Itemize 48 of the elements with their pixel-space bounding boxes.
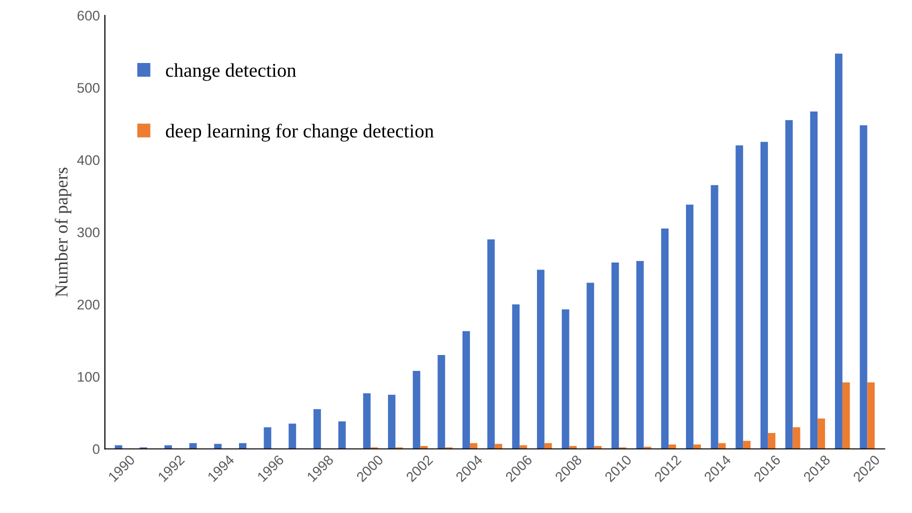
bar <box>867 382 875 449</box>
bar <box>438 354 446 449</box>
bar <box>693 444 701 449</box>
bar <box>412 370 420 449</box>
y-tick-label: 300 <box>77 227 100 238</box>
bar <box>363 393 371 449</box>
bar <box>818 418 826 449</box>
bar <box>743 440 751 449</box>
y-tick-label: 600 <box>78 10 100 21</box>
bar <box>586 282 594 449</box>
y-tick-label: 200 <box>78 300 100 310</box>
bar <box>313 409 321 449</box>
bar <box>189 443 197 449</box>
bar <box>736 145 744 449</box>
bar <box>860 125 868 449</box>
legend-label: change detection <box>166 63 296 81</box>
bar <box>768 432 776 449</box>
bar <box>661 228 669 449</box>
bar <box>544 443 552 449</box>
bar <box>718 443 726 449</box>
y-axis-title: Number of papers <box>54 168 72 297</box>
bar <box>611 262 619 449</box>
bar <box>238 443 246 449</box>
bar <box>512 304 520 449</box>
bar <box>487 239 495 449</box>
bar <box>388 394 396 449</box>
bar <box>288 424 296 449</box>
bar <box>338 421 346 449</box>
bar <box>462 331 470 449</box>
y-tick-label: 0 <box>92 444 100 454</box>
bar <box>710 185 718 449</box>
y-tick-label: 100 <box>78 372 100 382</box>
bar <box>834 54 842 449</box>
bar <box>636 261 644 449</box>
bar <box>562 309 570 449</box>
y-tick-label: 400 <box>77 155 100 166</box>
bar <box>668 444 676 449</box>
bar <box>536 270 544 449</box>
bar <box>760 142 768 449</box>
bar <box>785 120 793 449</box>
bar <box>470 443 478 449</box>
bar <box>810 111 818 449</box>
legend-label: deep learning for change detection <box>166 124 434 142</box>
bar <box>842 382 850 449</box>
y-tick-label: 500 <box>77 82 100 93</box>
bar <box>264 427 272 449</box>
bar <box>686 204 694 449</box>
bar <box>792 427 800 449</box>
